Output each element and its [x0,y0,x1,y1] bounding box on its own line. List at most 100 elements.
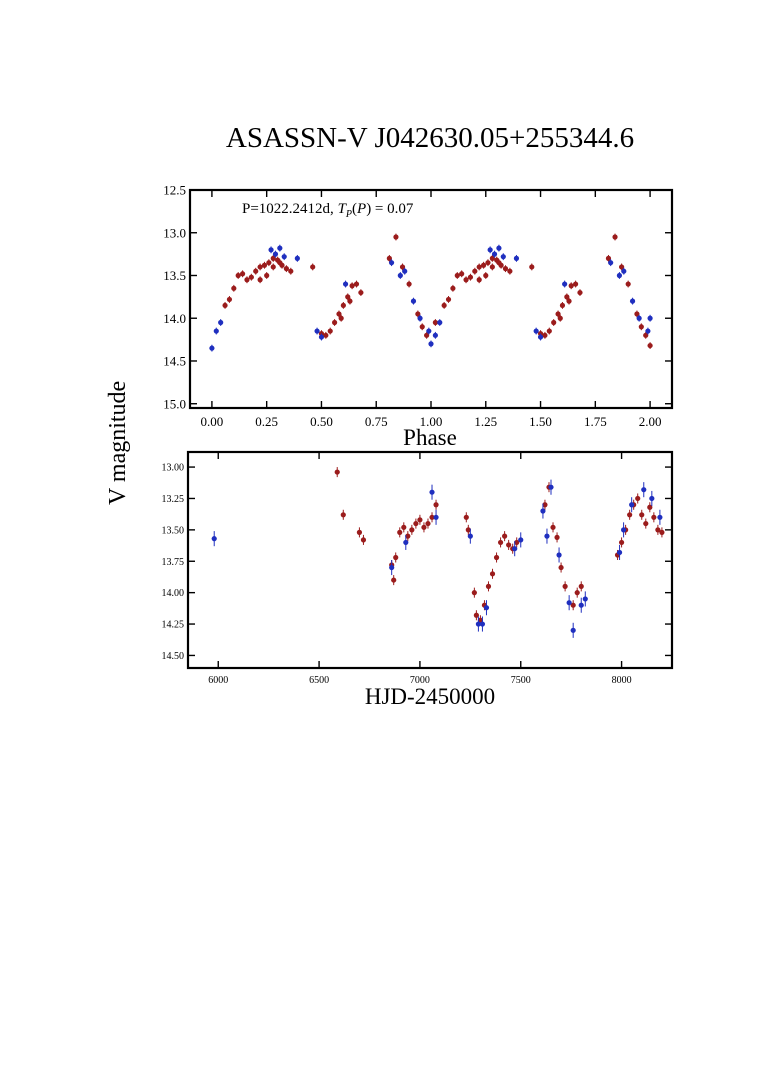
data-point [619,264,625,270]
x-tick-label: 7000 [410,675,430,686]
data-point [647,504,653,510]
data-point [318,334,325,340]
y-tick-label: 13.75 [162,557,185,568]
data-point [548,484,554,490]
data-point [264,272,270,279]
data-point [657,514,663,520]
data-point [497,539,504,546]
data-point [542,502,548,508]
data-point [483,605,490,611]
data-point [651,514,657,520]
data-point [655,527,661,533]
plot-frame-bottom [186,450,674,670]
data-point [272,251,279,257]
x-tick-label: 6000 [208,675,228,686]
data-point [433,502,439,508]
data-point [463,514,469,520]
data-point [537,334,544,340]
data-point [649,495,655,502]
y-tick-label: 15.0 [163,396,186,411]
data-point [557,315,563,321]
data-point [281,254,287,260]
data-point [625,281,631,287]
data-point [218,319,224,326]
data-point [573,281,579,287]
data-point [424,332,430,338]
data-point [209,345,215,351]
data-point [397,529,403,535]
data-point [629,502,635,508]
data-point [356,529,363,535]
data-point [485,260,491,266]
y-tick-label: 13.50 [162,525,185,536]
y-tick-label: 13.0 [163,225,186,240]
plot-frame-top [188,188,674,410]
y-tick-label: 14.50 [162,651,185,662]
data-point [467,533,473,539]
data-point [432,332,438,338]
data-point [454,272,460,279]
data-point [612,234,618,240]
data-point [334,469,340,475]
phase-panel: 0.00 0.25 0.50 0.75 1.00 1.25 1.50 1.75 2.00 12.5… [163,183,674,429]
data-point [616,272,623,279]
data-point [544,533,550,539]
y-tick-label: 14.00 [162,588,185,599]
data-point [621,268,627,274]
x-tick-label: 1.50 [529,414,552,429]
data-point [506,542,512,548]
data-point [564,294,570,300]
data-point [409,527,415,533]
data-point [639,512,645,518]
data-point [483,272,489,279]
data-point [578,583,584,589]
data-point [257,264,263,270]
x-tick-label: 1.00 [420,414,443,429]
data-point [349,283,355,289]
data-point [636,315,642,321]
data-point [480,262,487,268]
data-point [500,254,506,260]
data-point [502,533,508,539]
data-point [582,596,588,602]
data-point [437,319,443,326]
data-point [551,319,557,326]
data-point [425,520,431,527]
data-point [459,271,465,277]
data-point [428,341,434,347]
data-point [283,266,289,272]
data-point [253,268,259,274]
data-point [542,332,548,338]
time-panel: 6000 6500 7000 7500 8000 13.00 13.25 13.50 13.75… [162,450,674,686]
data-point [433,514,439,520]
data-point [550,524,556,530]
y-tick-label: 14.0 [163,311,186,326]
data-point [268,247,274,253]
data-point [566,298,572,304]
tp-value: 0.07 [387,201,414,217]
data-point [421,524,427,530]
data-point [559,302,566,309]
data-point [554,534,560,540]
data-point [647,315,653,321]
y-tick-label: 13.00 [162,463,185,474]
data-point [608,260,614,266]
data-point [391,577,397,583]
data-point [393,234,399,240]
data-point [635,495,641,502]
data-point [529,264,535,270]
data-point [429,489,435,495]
data-point [512,546,518,552]
data-point [342,281,349,287]
data-point [659,529,665,535]
data-point [556,552,562,558]
data-point [441,302,447,309]
data-point [555,311,561,317]
data-point [558,564,564,571]
data-point [647,342,653,349]
data-point [566,600,572,606]
x-tick-label: 1.25 [474,414,497,429]
data-point [340,512,346,518]
data-point [347,298,353,304]
data-point [399,264,406,270]
